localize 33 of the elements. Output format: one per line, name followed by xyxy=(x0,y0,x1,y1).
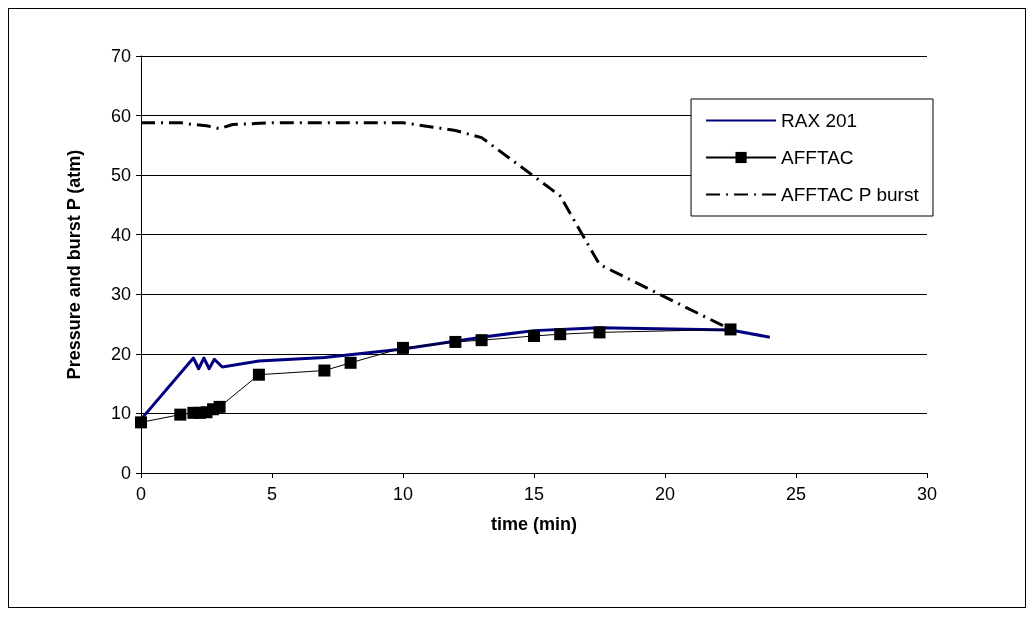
point xyxy=(174,408,187,421)
point xyxy=(475,334,488,347)
x-tick-label: 10 xyxy=(392,484,414,504)
y-axis-title: Pressure and burst P (atm) xyxy=(64,149,84,380)
point xyxy=(318,364,331,377)
point xyxy=(593,326,606,339)
x-tick-label: 0 xyxy=(135,484,147,504)
point xyxy=(528,329,540,342)
point xyxy=(724,323,737,336)
y-tick-label: 0 xyxy=(120,463,131,483)
point xyxy=(135,416,147,429)
point xyxy=(344,356,357,369)
y-tick-label: 50 xyxy=(110,165,131,186)
point xyxy=(449,335,462,348)
y-tick-label: 60 xyxy=(110,105,131,126)
legend-label: RAX 201 xyxy=(781,110,858,131)
legend-label: AFFTAC P burst xyxy=(781,184,920,205)
x-tick-label: 20 xyxy=(654,484,676,504)
point xyxy=(554,328,567,341)
point xyxy=(213,400,226,413)
point xyxy=(397,341,409,354)
x-tick-label: 30 xyxy=(916,484,938,504)
x-tick-label: 15 xyxy=(523,484,545,504)
y-tick-label: 40 xyxy=(110,224,131,245)
legend-label: AFFTAC xyxy=(781,147,854,168)
y-tick-label: 10 xyxy=(110,403,131,424)
x-tick-label: 5 xyxy=(266,484,278,504)
y-tick-label: 30 xyxy=(110,284,131,305)
y-tick-label: 20 xyxy=(110,343,131,364)
x-axis-title: time (min) xyxy=(490,514,578,534)
point xyxy=(252,368,265,381)
x-tick-label: 25 xyxy=(785,484,807,504)
y-tick-label: 70 xyxy=(110,46,131,66)
